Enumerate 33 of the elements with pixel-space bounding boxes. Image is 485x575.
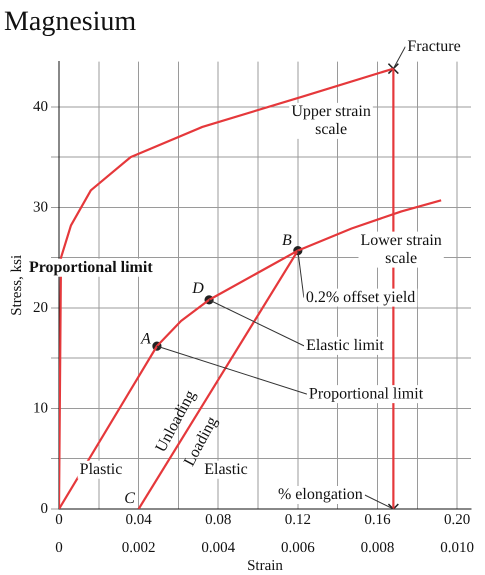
x2-tick-label: 0.004 (201, 540, 236, 556)
y-tick-label: 20 (33, 300, 48, 316)
annotation: Proportional limit (28, 258, 154, 276)
annotation: % elongation (278, 486, 363, 504)
annotation: 0.2% offset yield (306, 288, 416, 306)
x-tick-label: 0.12 (284, 512, 311, 528)
annotation: A (140, 330, 152, 348)
chart-title: Magnesium (4, 6, 136, 38)
y-tick-label: 0 (40, 500, 48, 517)
annotation: Fracture (407, 38, 461, 55)
x-axis-title: Strain (247, 558, 284, 574)
annotation: B (282, 232, 292, 249)
annotation: Upper strain scale (291, 103, 371, 138)
annotation: Elastic limit (306, 337, 384, 354)
y-tick-label: 10 (33, 400, 48, 416)
annotation: C (124, 490, 136, 508)
x-tick-label: 0.08 (205, 512, 232, 528)
x2-tick-label: 0 (55, 540, 63, 556)
y-tick-label: 30 (33, 199, 48, 216)
x-tick-label: 0.16 (364, 512, 392, 528)
annotation: Lower strain scale (360, 232, 442, 267)
x2-tick-label: 0.008 (360, 540, 394, 556)
annotation: Proportional limit (308, 385, 424, 402)
y-tick-label: 40 (33, 98, 48, 115)
x2-tick-label: 0.002 (122, 540, 156, 556)
y-axis-title: Stress, ksi (8, 254, 25, 316)
x-tick-label: 0.20 (444, 512, 470, 528)
annotation: Plastic (80, 460, 122, 478)
annotation: D (191, 280, 204, 298)
x2-tick-label: 0.006 (280, 540, 316, 556)
x2-tick-label: 0.010 (440, 540, 474, 556)
x-tick-label: 0 (55, 512, 63, 528)
x-tick-label: 0.04 (125, 512, 152, 528)
